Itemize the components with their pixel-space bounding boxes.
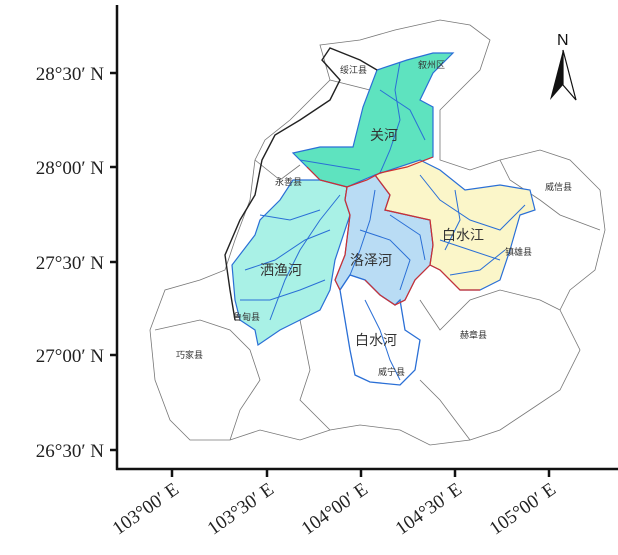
basin-label: 白水河 [355,333,397,349]
longitude-labels: 103°00′ E 103°30′ E 104°00′ E 104°30′ E … [109,479,560,540]
basin-label: 洛泽河 [350,253,392,269]
lon-tick-label: 105°00′ E [486,479,560,540]
lon-tick-label: 103°00′ E [109,479,183,540]
basin-label: 洒渔河 [260,263,302,279]
county-label: 叙州区 [418,59,445,71]
lat-tick-label: 27°30′ N [36,253,105,274]
county-label: 威宁县 [378,366,405,378]
lat-tick-label: 27°00′ N [36,346,105,367]
lon-tick-label: 103°30′ E [204,479,278,540]
county-label: 巧家县 [176,349,203,361]
north-label: N [557,32,569,49]
basin-label: 关河 [370,128,398,144]
latitude-labels: 28°30′ N 28°00′ N 27°30′ N 27°00′ N 26°3… [36,64,105,462]
lat-tick-label: 28°30′ N [36,64,105,85]
north-arrow-icon [550,50,563,100]
north-arrow: N [550,32,577,101]
basin-label: 白水江 [442,228,484,244]
basin-labels: 关河 洒渔河 洛泽河 白水江 白水河 [260,128,484,349]
lat-tick-label: 28°00′ N [36,158,105,179]
study-area-outline [224,47,378,321]
lon-tick-label: 104°00′ E [298,479,372,540]
county-label: 绥江县 [340,65,367,76]
lon-tick-label: 104°30′ E [392,479,466,540]
county-label: 赫章县 [460,329,487,341]
county-labels: 绥江县 叙州区 永善县 威信县 镇雄县 鲁甸县 巧家县 威宁县 赫章县 [176,59,572,378]
basin-divides [306,156,480,306]
county-label: 镇雄县 [505,246,532,258]
river-network [240,61,526,381]
county-label: 威信县 [545,181,572,193]
county-label: 鲁甸县 [233,311,260,323]
axes [110,5,618,477]
county-label: 永善县 [275,176,302,188]
lat-tick-label: 26°30′ N [36,441,105,462]
